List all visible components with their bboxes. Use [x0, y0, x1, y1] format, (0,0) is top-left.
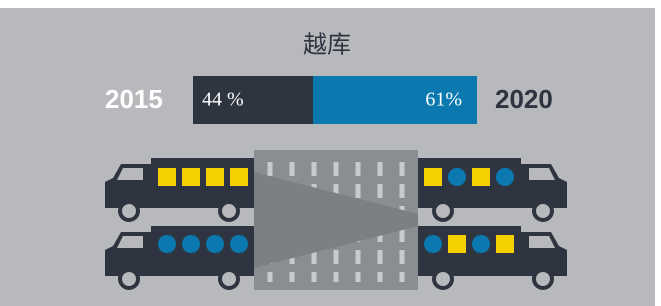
left-label: 44 %: [202, 89, 244, 111]
left-year: 2015: [105, 84, 163, 114]
right-label: 61%: [425, 89, 462, 111]
infographic: 越库 2015 44 % 61% 2020: [0, 0, 661, 306]
title: 越库: [303, 31, 351, 58]
right-year: 2020: [495, 84, 553, 114]
page: {"title": "越库", "comparison": { "left": …: [0, 0, 661, 306]
cross-dock: [254, 150, 418, 290]
